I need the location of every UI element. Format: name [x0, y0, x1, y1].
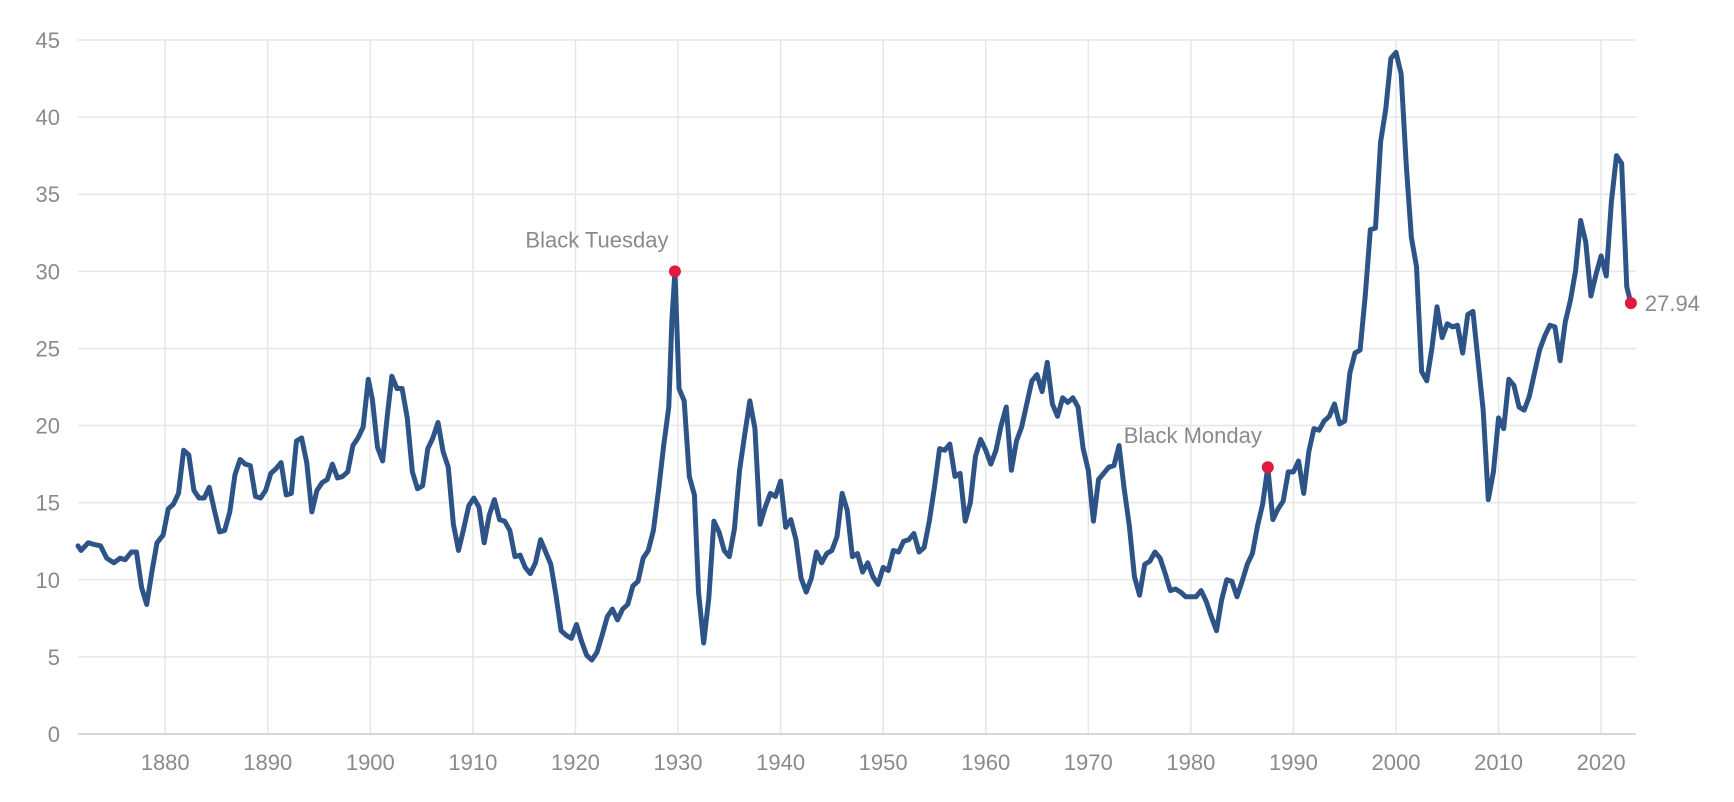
series-layer	[75, 49, 1634, 663]
x-tick-label: 1890	[243, 750, 292, 775]
x-tick-label: 2000	[1372, 750, 1421, 775]
annotations: Black Tuesday Black Monday 27.94	[525, 227, 1700, 474]
y-tick-label: 15	[36, 491, 60, 516]
y-tick-label: 30	[36, 259, 60, 284]
x-tick-label: 1940	[756, 750, 805, 775]
axes: 0 5 10 15 20 25 30 35 40 45 1880 1890 1900 1910 1920 19…	[36, 28, 1636, 775]
y-tick-label: 40	[36, 105, 60, 130]
y-tick-label: 20	[36, 414, 60, 439]
y-tick-label: 0	[48, 722, 60, 747]
annotation-marker	[668, 265, 681, 278]
annotation-marker	[1624, 297, 1637, 310]
y-tick-label: 25	[36, 336, 60, 361]
x-tick-label: 1980	[1166, 750, 1215, 775]
y-tick-label: 5	[48, 645, 60, 670]
x-tick-label: 1880	[141, 750, 190, 775]
x-tick-label: 1930	[654, 750, 703, 775]
series-line	[75, 49, 1634, 663]
x-tick-label: 1910	[448, 750, 497, 775]
x-tick-label: 2020	[1577, 750, 1626, 775]
y-tick-label: 10	[36, 568, 60, 593]
x-tick-label: 1900	[346, 750, 395, 775]
y-tick-label: 45	[36, 28, 60, 53]
x-tick-label: 1960	[961, 750, 1010, 775]
annotation-label: 27.94	[1645, 291, 1700, 316]
x-tick-label: 1950	[859, 750, 908, 775]
annotation-label: Black Monday	[1124, 423, 1262, 448]
grid	[78, 39, 1636, 734]
x-tick-label: 1920	[551, 750, 600, 775]
y-tick-label: 35	[36, 182, 60, 207]
annotation-label: Black Tuesday	[525, 227, 668, 252]
x-tick-label: 1970	[1064, 750, 1113, 775]
x-tick-label: 1990	[1269, 750, 1318, 775]
annotation-marker	[1261, 461, 1274, 474]
x-tick-label: 2010	[1474, 750, 1523, 775]
